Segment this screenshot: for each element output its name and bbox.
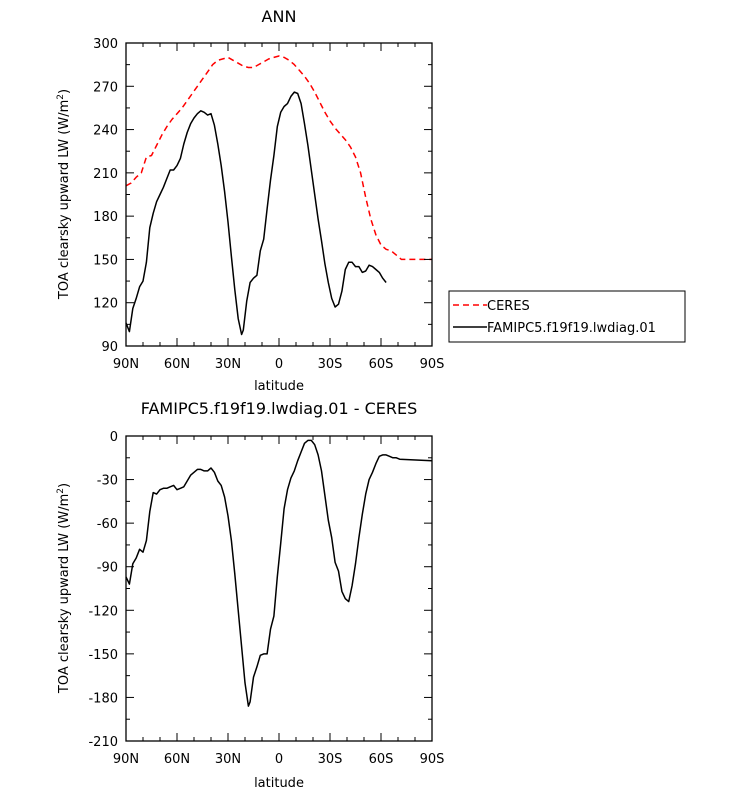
- top-y-tick-label-5: 240: [93, 124, 118, 139]
- bottom-x-tick-label-0: 90N: [113, 752, 139, 767]
- bottom-y-tick-label-1: -180: [88, 691, 118, 706]
- bottom-x-tick-label-4: 30S: [318, 752, 343, 767]
- bottom-y-tick-label-7: 0: [110, 430, 118, 445]
- bottom-x-tick-label-5: 60S: [369, 752, 394, 767]
- bottom-x-tick-label-6: 90S: [420, 752, 445, 767]
- top-series-line-1: [125, 91, 387, 336]
- top-x-axis-label: latitude: [254, 379, 304, 394]
- bottom-y-tick-label-0: -210: [88, 735, 118, 750]
- top-plot-frame: [125, 42, 433, 347]
- bottom-x-tick-label-3: 0: [275, 752, 283, 767]
- bottom-x-axis-label: latitude: [254, 776, 304, 791]
- bottom-x-tick-label-1: 60N: [164, 752, 190, 767]
- bottom-y-tick-label-2: -150: [88, 648, 118, 663]
- top-x-tick-label-6: 90S: [420, 357, 445, 372]
- top-ticks: 90N 60N 30N 0 30S 60S 90S 90 120 150 180 210 240 270 3…: [93, 37, 444, 372]
- top-y-tick-label-2: 150: [93, 253, 118, 268]
- top-x-tick-label-2: 30N: [215, 357, 241, 372]
- bottom-series-layer: [125, 439, 433, 707]
- legend-ceres-label: CERES: [487, 299, 530, 314]
- bottom-plot-frame: [125, 435, 433, 742]
- legend: CERES FAMIPC5.f19f19.lwdiag.01: [448, 290, 686, 343]
- top-y-axis-label: TOA clearsky upward LW (W/m2): [56, 89, 72, 300]
- top-y-tick-label-0: 90: [101, 340, 118, 355]
- bottom-panel: FAMIPC5.f19f19.lwdiag.01 - CERES 90N 60N 3…: [56, 399, 444, 791]
- top-y-tick-label-3: 180: [93, 210, 118, 225]
- bottom-y-axis-label: TOA clearsky upward LW (W/m2): [56, 483, 72, 694]
- legend-box: [448, 290, 686, 343]
- top-y-tick-label-7: 300: [93, 37, 118, 52]
- top-x-tick-label-3: 0: [275, 357, 283, 372]
- bottom-x-tick-label-2: 30N: [215, 752, 241, 767]
- bottom-y-tick-label-5: -60: [97, 517, 118, 532]
- top-panel: ANN 90N 60N 30N 0 30S 60S 90S 90 120 150 180 210 240…: [56, 7, 444, 394]
- bottom-y-tick-label-6: -30: [97, 474, 118, 489]
- top-x-tick-label-1: 60N: [164, 357, 190, 372]
- top-x-tick-label-0: 90N: [113, 357, 139, 372]
- top-series-layer: [125, 55, 432, 336]
- bottom-series-line-0: [125, 439, 433, 707]
- legend-model-label: FAMIPC5.f19f19.lwdiag.01: [487, 321, 656, 336]
- top-y-tick-label-4: 210: [93, 167, 118, 182]
- bottom-panel-title: FAMIPC5.f19f19.lwdiag.01 - CERES: [141, 399, 418, 418]
- top-y-tick-label-6: 270: [93, 80, 118, 95]
- top-x-tick-label-5: 60S: [369, 357, 394, 372]
- top-x-tick-label-4: 30S: [318, 357, 343, 372]
- top-y-tick-label-1: 120: [93, 297, 118, 312]
- bottom-y-tick-label-3: -120: [88, 604, 118, 619]
- bottom-y-tick-label-4: -90: [97, 561, 118, 576]
- top-series-line-0: [125, 55, 432, 261]
- bottom-ticks: 90N 60N 30N 0 30S 60S 90S -210 -180 -150 -120 -90 -6…: [88, 430, 444, 767]
- top-panel-title: ANN: [262, 7, 297, 26]
